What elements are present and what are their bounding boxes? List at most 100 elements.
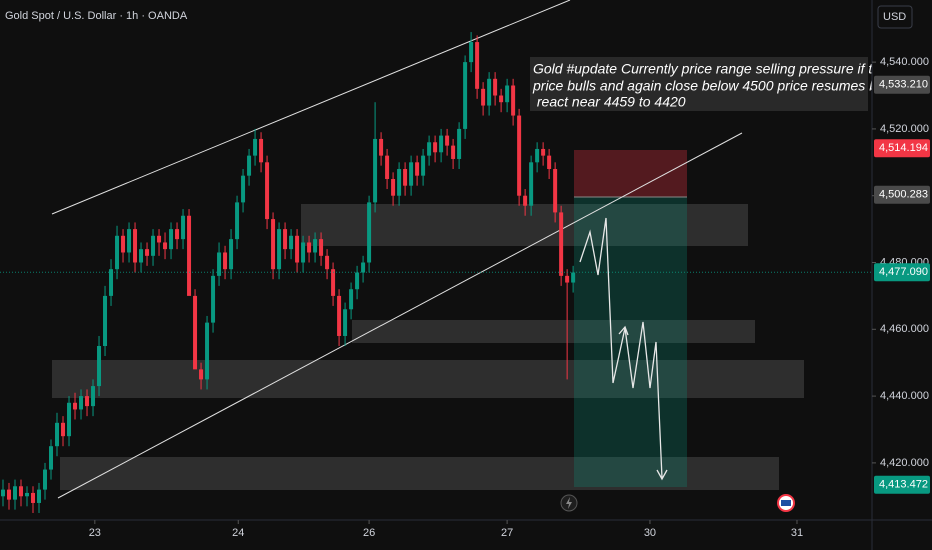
flag-icon: [781, 500, 791, 506]
candle-body: [265, 162, 270, 220]
price-label: [874, 185, 930, 204]
candle-body: [355, 272, 360, 290]
candle-body: [361, 262, 366, 273]
zone: [352, 320, 755, 343]
x-tick-label: 26: [363, 527, 375, 539]
y-tick-label: 4,460.000: [880, 323, 929, 335]
candle-body: [187, 215, 192, 296]
candle-body: [151, 235, 156, 256]
candle-body: [217, 252, 222, 276]
candle-body: [7, 489, 12, 500]
price-label: [874, 263, 930, 282]
candle-body: [133, 229, 138, 263]
y-tick-label: 4,420.000: [880, 457, 929, 469]
candle-body: [379, 138, 384, 156]
candle-body: [547, 155, 552, 169]
candle-body: [439, 135, 444, 153]
candle-body: [451, 145, 456, 159]
candle-body: [139, 249, 144, 263]
candle-body: [163, 242, 168, 250]
candle-body: [415, 162, 420, 176]
candle-body: [529, 162, 534, 206]
candle-body: [61, 422, 66, 437]
candle-body: [343, 309, 348, 336]
candle-body: [13, 486, 18, 500]
candle-body: [295, 235, 300, 263]
candle-body: [421, 155, 426, 176]
candle-body: [79, 396, 84, 410]
candle-body: [253, 138, 258, 156]
annotation-line: price bulls and again close below 4500 p…: [532, 78, 915, 94]
candle-body: [91, 386, 96, 407]
y-tick-label: 4,520.000: [880, 123, 929, 135]
candle-body: [535, 148, 540, 163]
candles: [0, 32, 872, 513]
price-label-text: 4,514.194: [879, 142, 928, 154]
candle-body: [301, 242, 306, 263]
x-tick-label: 27: [501, 527, 513, 539]
candle-body: [229, 239, 234, 270]
stop-zone: [574, 150, 687, 197]
candle-body: [391, 179, 396, 196]
candle-body: [175, 229, 180, 240]
candle-body: [481, 88, 486, 106]
price-label-text: 4,500.283: [879, 189, 928, 201]
candle-body: [331, 269, 336, 296]
candle-body: [553, 168, 558, 213]
candle-body: [271, 219, 276, 270]
candle-body: [73, 402, 78, 410]
candle-body: [571, 272, 576, 283]
candle-body: [115, 235, 120, 270]
candle-body: [247, 155, 252, 176]
candle-body: [67, 402, 72, 437]
currency-button[interactable]: [877, 5, 913, 29]
candle-body: [565, 275, 570, 283]
x-tick-label: 30: [644, 527, 656, 539]
candle-body: [43, 469, 48, 490]
candle-body: [37, 489, 42, 503]
candle-body: [469, 42, 474, 63]
candle-body: [169, 229, 174, 250]
candle-body: [127, 229, 132, 253]
candle-body: [499, 95, 504, 103]
candle-body: [493, 78, 498, 96]
y-tick-label: 4,440.000: [880, 390, 929, 402]
candle-body: [313, 239, 318, 253]
x-tick-label: 31: [791, 527, 803, 539]
candle-body: [463, 62, 468, 129]
candle-body: [19, 486, 24, 497]
candle-body: [433, 142, 438, 153]
candle-body: [505, 85, 510, 103]
candle-body: [541, 148, 546, 156]
price-label: [874, 75, 930, 94]
trend-line: [51, 0, 571, 215]
axis-layer: 4,420.0004,440.0004,460.0004,480.0004,50…: [89, 56, 930, 539]
zone: [52, 360, 804, 398]
candle-body: [49, 446, 54, 470]
candle-body: [109, 269, 114, 296]
annotation-line: Gold #update Currently price range selli…: [533, 61, 888, 77]
price-label-text: 4,413.472: [879, 479, 928, 491]
currency: USD: [883, 11, 906, 23]
lightning-icon: [566, 497, 572, 509]
candle-body: [283, 229, 288, 250]
candle-body: [31, 492, 36, 503]
candle-body: [55, 422, 60, 447]
candle-body: [307, 242, 312, 253]
candle-body: [385, 155, 390, 180]
candle-body: [373, 138, 378, 203]
candle-body: [121, 235, 126, 253]
candle-body: [409, 162, 414, 186]
candle-body: [289, 235, 294, 250]
annotation-box: [530, 57, 868, 111]
candle-body: [445, 135, 450, 146]
candle-body: [157, 235, 162, 243]
y-tick-label: 4,540.000: [880, 56, 929, 68]
candle-body: [523, 195, 528, 206]
candle-body: [517, 115, 522, 196]
candle-body: [211, 275, 216, 323]
candle-body: [487, 78, 492, 106]
candle-body: [205, 322, 210, 380]
